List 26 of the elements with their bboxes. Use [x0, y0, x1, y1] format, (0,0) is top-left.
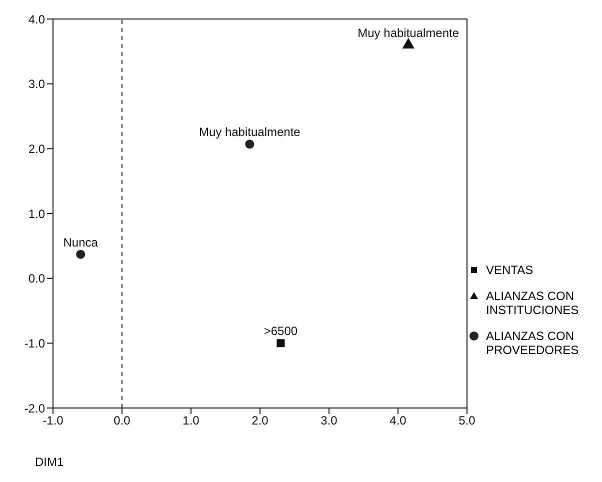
point [76, 250, 86, 259]
x-tick-label: 4.0 [390, 414, 407, 428]
y-tick-label: 0.0 [28, 272, 46, 286]
point [245, 140, 254, 149]
x-tick-label: 1.0 [182, 414, 200, 428]
x-tick-label: 5.0 [458, 414, 476, 428]
y-tick-label: 1.0 [28, 206, 46, 221]
annotation: Nunca [63, 235, 98, 250]
point [402, 38, 414, 48]
x-axis-title: DIM1 [35, 455, 64, 469]
x-tick-label: 3.0 [320, 414, 338, 428]
annotation: Muy habitualmente [198, 125, 301, 140]
point [276, 339, 285, 348]
y-tick-label: 4.0 [28, 12, 46, 26]
annotation: >6500 [264, 324, 298, 338]
x-tick-label: -1.0 [42, 414, 64, 428]
y-tick-label: -2.0 [24, 401, 46, 416]
legend-label: ALIANZAS CON PROVEEDORES [486, 329, 580, 357]
y-tick-label: 2.0 [28, 142, 46, 156]
x-tick-label: 0.0 [114, 414, 131, 428]
y-tick-label: 3.0 [28, 77, 46, 92]
annotation: Muy habitualmente [358, 26, 460, 40]
x-tick-label: 2.0 [252, 414, 269, 428]
legend-label: ALIANZAS CON INSTITUCIONES [486, 289, 580, 317]
legend-label: VENTAS [486, 263, 534, 277]
y-tick-label: -1.0 [24, 336, 46, 350]
